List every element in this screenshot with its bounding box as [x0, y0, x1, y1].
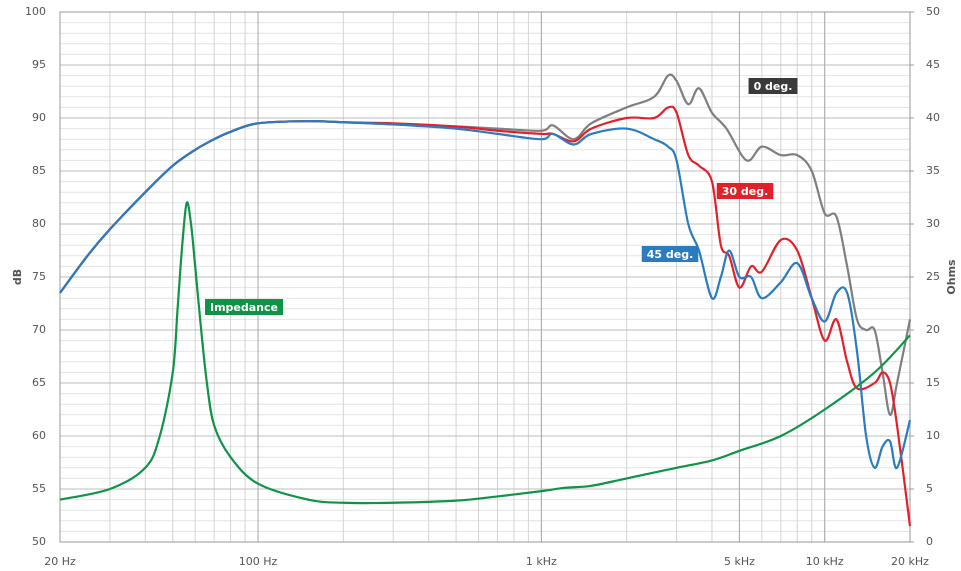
- y-tick-label: 80: [32, 217, 46, 230]
- series-label: 0 deg.: [748, 78, 798, 94]
- series-label-box: [205, 299, 283, 315]
- x-tick-label: 5 kHz: [724, 555, 755, 568]
- x-tick-label: 100 Hz: [239, 555, 278, 568]
- y2-tick-label: 50: [926, 5, 940, 18]
- series-line: [59, 201, 911, 505]
- y2-tick-label: 15: [926, 376, 940, 389]
- y-axis-label: dB: [11, 269, 24, 285]
- y-tick-label: 95: [32, 58, 46, 71]
- y-tick-label: 55: [32, 482, 46, 495]
- y2-axis-label: Ohms: [945, 259, 958, 295]
- y2-tick-label: 25: [926, 270, 940, 283]
- y2-tick-label: 5: [926, 482, 933, 495]
- y2-tick-label: 30: [926, 217, 940, 230]
- x-tick-label: 10 kHz: [806, 555, 844, 568]
- y2-tick-label: 40: [926, 111, 940, 124]
- plot-frame: [59, 11, 911, 543]
- y2-tick-label: 20: [926, 323, 940, 336]
- y-tick-label: 100: [25, 5, 46, 18]
- y2-tick-label: 10: [926, 429, 940, 442]
- series-label: Impedance: [205, 299, 283, 315]
- series-label-box: [641, 246, 699, 262]
- y-tick-label: 75: [32, 270, 46, 283]
- y-tick-label: 65: [32, 376, 46, 389]
- series-label-box: [748, 78, 798, 94]
- y-tick-label: 70: [32, 323, 46, 336]
- series-label: 30 deg.: [716, 183, 774, 199]
- y-tick-label: 90: [32, 111, 46, 124]
- series-line: [59, 120, 912, 469]
- y2-tick-label: 35: [926, 164, 940, 177]
- series-label-text: 0 deg.: [754, 80, 793, 93]
- x-tick-label: 20 Hz: [44, 555, 76, 568]
- y-tick-label: 50: [32, 535, 46, 548]
- y-tick-label: 60: [32, 429, 46, 442]
- series-label-text: 30 deg.: [722, 185, 769, 198]
- series-label-text: 45 deg.: [647, 248, 694, 261]
- y2-tick-label: 0: [926, 535, 933, 548]
- y-tick-label: 85: [32, 164, 46, 177]
- series-label-box: [716, 183, 774, 199]
- series-label: 45 deg.: [641, 246, 699, 262]
- x-tick-label: 20 kHz: [891, 555, 929, 568]
- series-label-text: Impedance: [210, 301, 278, 314]
- y2-tick-label: 45: [926, 58, 940, 71]
- x-tick-label: 1 kHz: [526, 555, 557, 568]
